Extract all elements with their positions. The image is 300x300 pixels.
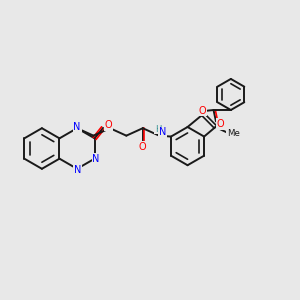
Text: O: O bbox=[217, 119, 224, 129]
Text: N: N bbox=[74, 165, 81, 175]
Text: Me: Me bbox=[227, 129, 240, 138]
Text: O: O bbox=[139, 142, 147, 152]
Text: O: O bbox=[104, 120, 112, 130]
Text: N: N bbox=[92, 154, 100, 164]
Text: N: N bbox=[74, 122, 81, 132]
Text: O: O bbox=[198, 106, 206, 116]
Text: H: H bbox=[155, 124, 161, 134]
Text: N: N bbox=[159, 128, 166, 137]
